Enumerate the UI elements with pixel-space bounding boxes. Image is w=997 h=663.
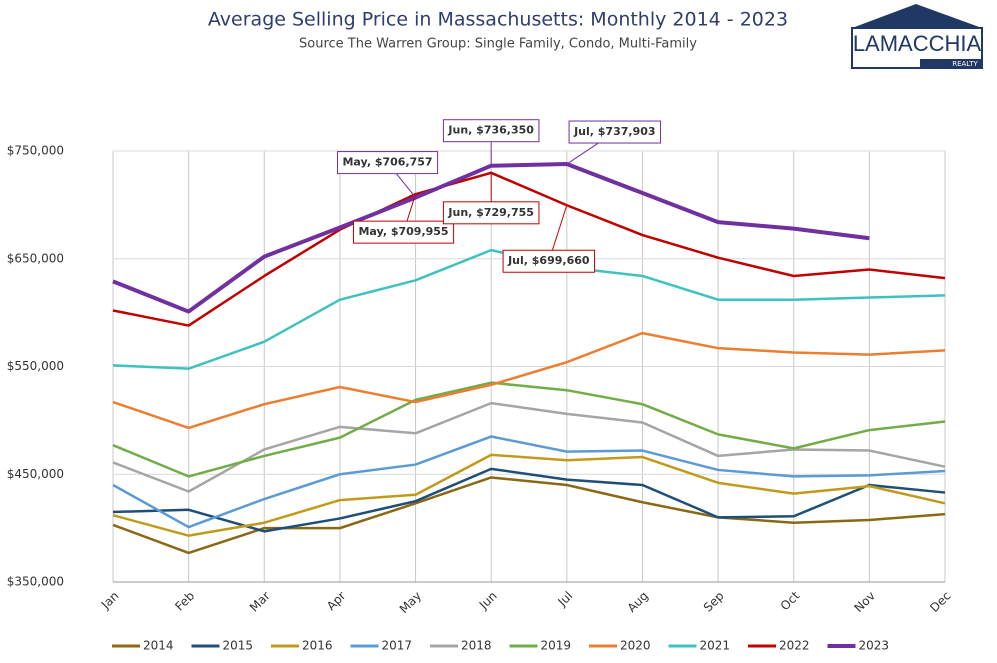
logo-band — [920, 59, 982, 68]
x-tick-label: Oct — [778, 588, 803, 613]
legend-label: 2018 — [461, 639, 492, 653]
x-tick-label: Apr — [324, 589, 349, 614]
legend-label: 2014 — [143, 639, 174, 653]
legend-label: 2016 — [302, 639, 333, 653]
logo-name: LAMACCHIA — [853, 31, 982, 56]
logo-roof — [852, 4, 982, 28]
annotation-label: Jun, $736,350 — [447, 124, 534, 137]
x-tick-label: Aug — [625, 589, 651, 615]
series-line — [112, 453, 946, 537]
x-tick-label: Nov — [851, 589, 877, 615]
annotation-label: May, $706,757 — [342, 156, 432, 169]
y-tick-label: $450,000 — [7, 467, 64, 481]
x-tick-label: Jul — [555, 589, 576, 610]
annotation-box — [502, 249, 596, 273]
x-tick-label: Mar — [247, 589, 273, 615]
logo-box — [851, 27, 983, 69]
annotation-box — [352, 220, 455, 244]
legend-label: 2023 — [859, 639, 890, 653]
annotation: Jul, $699,660 — [502, 249, 596, 273]
series-line — [112, 435, 946, 529]
annotation-box — [442, 201, 540, 225]
series-line — [112, 162, 870, 314]
legend-label: 2015 — [223, 639, 254, 653]
x-tick-label: May — [397, 589, 424, 616]
legend-label: 2020 — [620, 639, 651, 653]
annotation-box — [336, 151, 439, 175]
legend-label: 2019 — [541, 639, 572, 653]
logo: LAMACCHIA REALTY — [851, 4, 983, 69]
x-tick-label: Feb — [172, 589, 197, 614]
x-tick-label: Jun — [476, 589, 500, 613]
y-tick-label: $550,000 — [7, 359, 64, 373]
x-tick-label: Sep — [701, 589, 727, 615]
annotation: Jun, $736,350 — [442, 119, 540, 143]
annotation-label: May, $709,955 — [358, 225, 448, 238]
annotation: May, $709,955 — [352, 220, 455, 244]
chart-title: Average Selling Price in Massachusetts: … — [208, 9, 788, 31]
series-line — [112, 331, 946, 430]
series-line — [112, 476, 946, 555]
legend-label: 2022 — [779, 639, 810, 653]
annotation-box — [442, 119, 540, 143]
x-tick-label: Dec — [927, 589, 953, 615]
annotation-label: Jun, $729,755 — [447, 206, 534, 219]
logo-tagline: REALTY — [952, 60, 978, 68]
annotation-label: Jul, $699,660 — [507, 254, 590, 267]
x-tick-label: Jan — [98, 589, 122, 613]
series-line — [112, 467, 946, 533]
legend-label: 2021 — [700, 639, 731, 653]
y-tick-label: $750,000 — [7, 144, 64, 158]
chart-subtitle: Source The Warren Group: Single Family, … — [299, 37, 697, 52]
annotation-label: Jul, $737,903 — [573, 125, 655, 138]
series-line — [112, 401, 946, 493]
series-line — [112, 171, 946, 327]
y-tick-label: $650,000 — [7, 251, 64, 265]
series-line — [112, 381, 946, 478]
annotation-box — [568, 120, 662, 144]
annotation: Jul, $737,903 — [568, 120, 662, 144]
annotation: Jun, $729,755 — [442, 201, 540, 225]
y-tick-label: $350,000 — [7, 575, 64, 589]
annotation: May, $706,757 — [336, 151, 439, 175]
legend-label: 2017 — [382, 639, 413, 653]
